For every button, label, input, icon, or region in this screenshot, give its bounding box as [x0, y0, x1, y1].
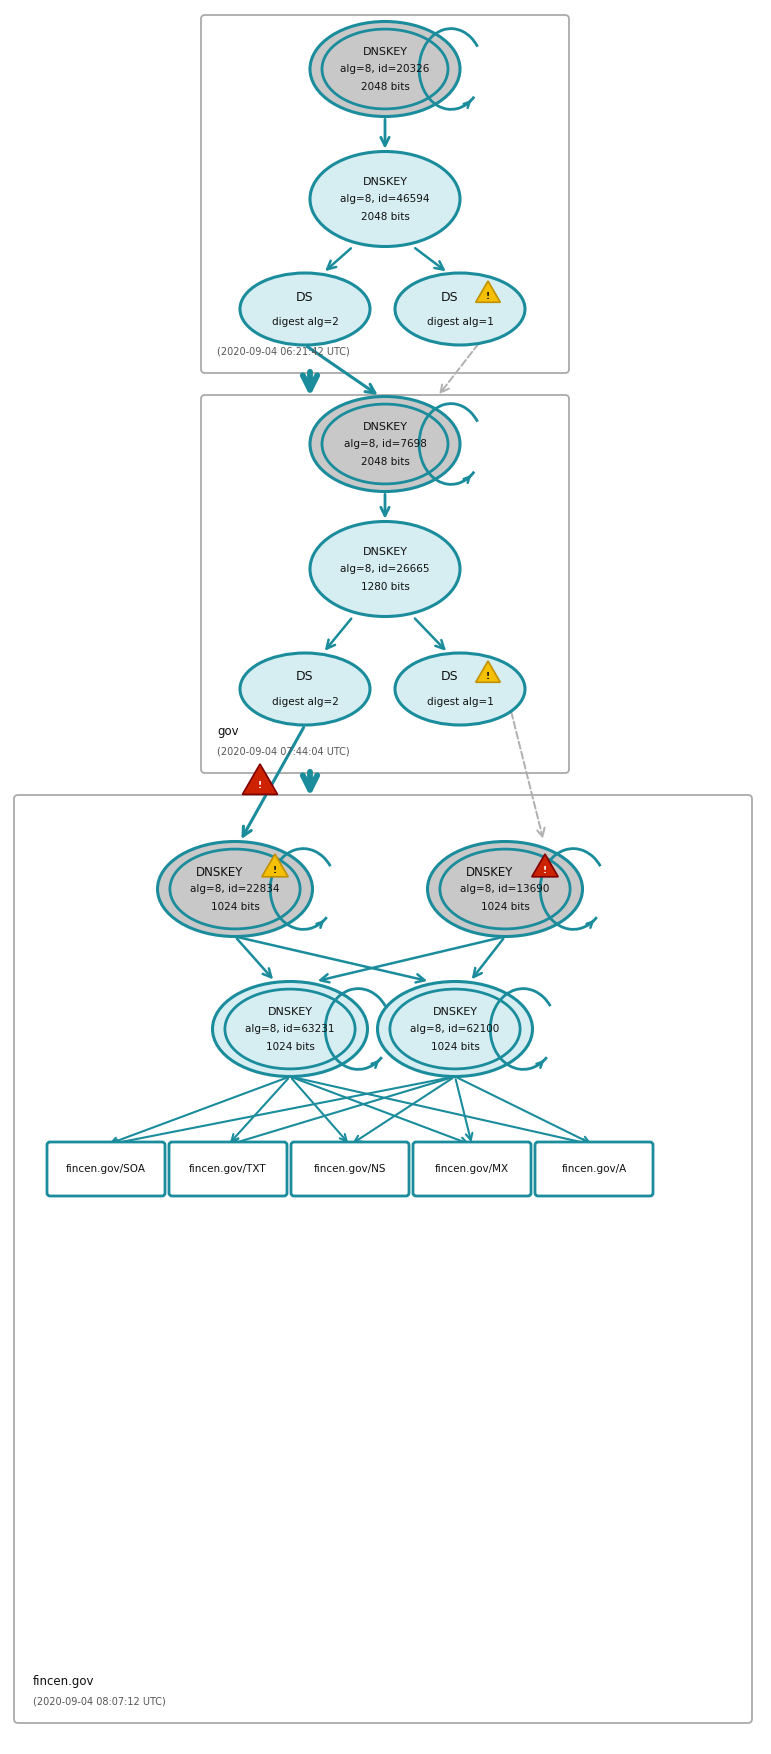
Text: digest alg=2: digest alg=2	[271, 317, 338, 326]
Text: 1024 bits: 1024 bits	[430, 1042, 480, 1052]
Ellipse shape	[310, 151, 460, 247]
Text: alg=8, id=20326: alg=8, id=20326	[340, 63, 429, 74]
Polygon shape	[476, 281, 500, 302]
Text: digest alg=1: digest alg=1	[426, 317, 493, 326]
FancyBboxPatch shape	[47, 1142, 165, 1196]
Text: fincen.gov/SOA: fincen.gov/SOA	[66, 1165, 146, 1173]
Text: alg=8, id=63231: alg=8, id=63231	[245, 1024, 335, 1035]
Ellipse shape	[213, 982, 368, 1077]
Text: gov: gov	[217, 724, 239, 737]
Text: DNSKEY: DNSKEY	[433, 1007, 477, 1017]
Ellipse shape	[240, 652, 370, 724]
Polygon shape	[242, 765, 278, 795]
Ellipse shape	[310, 21, 460, 116]
Text: !: !	[258, 781, 262, 789]
Text: !: !	[486, 291, 490, 300]
Polygon shape	[532, 854, 558, 877]
Text: DNSKEY: DNSKEY	[197, 865, 244, 879]
FancyBboxPatch shape	[201, 395, 569, 774]
FancyBboxPatch shape	[413, 1142, 531, 1196]
Text: digest alg=1: digest alg=1	[426, 696, 493, 707]
Text: alg=8, id=46594: alg=8, id=46594	[340, 195, 429, 203]
Text: 1024 bits: 1024 bits	[210, 902, 259, 912]
Text: 2048 bits: 2048 bits	[361, 212, 409, 223]
Text: fincen.gov/TXT: fincen.gov/TXT	[189, 1165, 267, 1173]
Text: DNSKEY: DNSKEY	[362, 547, 408, 558]
Ellipse shape	[440, 849, 570, 930]
Ellipse shape	[395, 652, 525, 724]
Ellipse shape	[322, 403, 448, 484]
Text: DS: DS	[441, 670, 459, 684]
FancyBboxPatch shape	[14, 795, 752, 1722]
Ellipse shape	[378, 982, 533, 1077]
Text: (2020-09-04 06:21:42 UTC): (2020-09-04 06:21:42 UTC)	[217, 346, 350, 356]
Text: fincen.gov/MX: fincen.gov/MX	[435, 1165, 509, 1173]
Text: DNSKEY: DNSKEY	[362, 423, 408, 431]
Text: !: !	[486, 672, 490, 681]
Text: DNSKEY: DNSKEY	[466, 865, 513, 879]
Ellipse shape	[225, 989, 355, 1068]
Ellipse shape	[157, 842, 312, 937]
Text: alg=8, id=7698: alg=8, id=7698	[344, 438, 426, 449]
Text: fincen.gov: fincen.gov	[33, 1675, 95, 1687]
Ellipse shape	[310, 521, 460, 616]
FancyBboxPatch shape	[169, 1142, 287, 1196]
Text: DS: DS	[296, 291, 314, 303]
FancyBboxPatch shape	[291, 1142, 409, 1196]
Text: 2048 bits: 2048 bits	[361, 458, 409, 467]
Text: !: !	[543, 866, 547, 875]
Text: fincen.gov/NS: fincen.gov/NS	[314, 1165, 386, 1173]
Text: (2020-09-04 07:44:04 UTC): (2020-09-04 07:44:04 UTC)	[217, 745, 349, 756]
Text: DNSKEY: DNSKEY	[268, 1007, 312, 1017]
Text: !: !	[273, 866, 277, 875]
FancyBboxPatch shape	[535, 1142, 653, 1196]
Text: 1024 bits: 1024 bits	[265, 1042, 315, 1052]
FancyBboxPatch shape	[201, 16, 569, 374]
Ellipse shape	[390, 989, 520, 1068]
Text: (2020-09-04 08:07:12 UTC): (2020-09-04 08:07:12 UTC)	[33, 1696, 166, 1707]
Ellipse shape	[322, 30, 448, 109]
Text: 2048 bits: 2048 bits	[361, 82, 409, 91]
Polygon shape	[262, 854, 288, 877]
Text: 1024 bits: 1024 bits	[480, 902, 530, 912]
Ellipse shape	[310, 396, 460, 491]
Text: DS: DS	[296, 670, 314, 684]
Text: alg=8, id=26665: alg=8, id=26665	[340, 565, 429, 574]
Text: 1280 bits: 1280 bits	[361, 582, 409, 593]
Text: alg=8, id=22834: alg=8, id=22834	[190, 884, 280, 895]
Ellipse shape	[395, 274, 525, 346]
Polygon shape	[476, 661, 500, 682]
Ellipse shape	[427, 842, 583, 937]
Text: DNSKEY: DNSKEY	[362, 177, 408, 188]
Ellipse shape	[240, 274, 370, 346]
Text: alg=8, id=13690: alg=8, id=13690	[460, 884, 550, 895]
Text: alg=8, id=62100: alg=8, id=62100	[410, 1024, 500, 1035]
Text: digest alg=2: digest alg=2	[271, 696, 338, 707]
Text: DNSKEY: DNSKEY	[362, 47, 408, 56]
Ellipse shape	[170, 849, 300, 930]
Text: DS: DS	[441, 291, 459, 303]
Text: fincen.gov/A: fincen.gov/A	[561, 1165, 627, 1173]
